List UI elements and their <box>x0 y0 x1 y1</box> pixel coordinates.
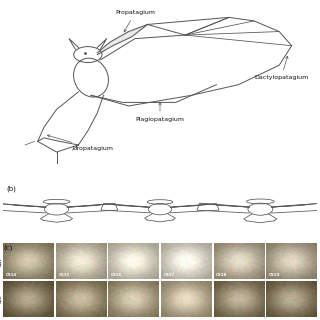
Text: (b): (b) <box>6 186 16 192</box>
Text: CS14: CS14 <box>6 273 17 277</box>
Text: CS18: CS18 <box>216 273 228 277</box>
Text: CS19: CS19 <box>269 273 280 277</box>
Text: Bat: Bat <box>0 258 3 266</box>
Text: Uropatagium: Uropatagium <box>47 135 113 151</box>
Text: Propatagium: Propatagium <box>115 10 155 32</box>
Text: Dactylopatagium: Dactylopatagium <box>254 56 308 80</box>
Text: CS17: CS17 <box>164 273 175 277</box>
Text: CS15: CS15 <box>58 273 69 277</box>
Text: CS16: CS16 <box>111 273 122 277</box>
Text: (c): (c) <box>4 244 13 251</box>
Text: Plagiopatagium: Plagiopatagium <box>135 102 185 122</box>
Text: use: use <box>0 294 3 303</box>
